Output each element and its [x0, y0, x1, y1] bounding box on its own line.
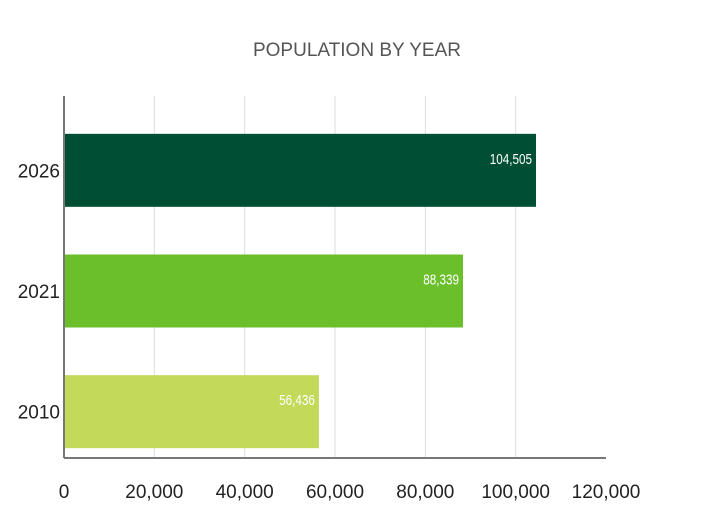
bar-2026 [64, 133, 537, 207]
bar-2021 [64, 254, 463, 328]
x-tick-label: 40,000 [216, 482, 274, 503]
x-tick-label: 80,000 [396, 482, 454, 503]
x-tick-label: 20,000 [125, 482, 183, 503]
x-tick-label: 60,000 [306, 482, 364, 503]
labels: 0 20,000 40,000 60,000 80,000 100,000 120,000 1… [18, 150, 641, 503]
data-label-2021: 88,339 [423, 271, 459, 288]
y-tick-label-2010: 2010 [18, 403, 60, 424]
bars [64, 133, 537, 449]
x-tick-label: 100,000 [481, 482, 550, 503]
data-label-2010: 56,436 [279, 392, 315, 409]
y-tick-label-2021: 2021 [18, 282, 60, 303]
data-label-2026: 104,505 [490, 150, 532, 167]
x-tick-label: 120,000 [572, 482, 641, 503]
bar-2010 [64, 375, 319, 449]
y-tick-label-2026: 2026 [18, 161, 60, 182]
x-tick-label: 0 [59, 482, 70, 503]
axes [63, 96, 606, 459]
chart-title: POPULATION BY YEAR [253, 40, 461, 61]
